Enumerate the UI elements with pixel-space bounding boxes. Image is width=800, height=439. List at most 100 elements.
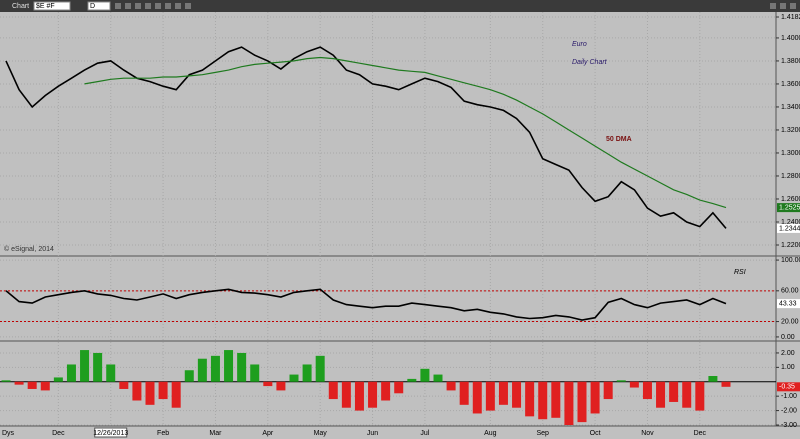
icon[interactable] — [155, 3, 161, 9]
y-tick-label: 100.00 — [781, 257, 800, 264]
histogram-bar — [171, 381, 181, 408]
histogram-bar — [27, 381, 37, 389]
histogram-bar — [250, 364, 260, 382]
y-tick-label: 0.00 — [781, 334, 795, 341]
histogram-bar — [66, 364, 76, 382]
histogram-bar — [132, 381, 142, 401]
title-bar — [0, 0, 800, 12]
histogram-bar — [603, 381, 613, 400]
interval-box[interactable] — [87, 1, 111, 11]
histogram-bar — [106, 364, 116, 382]
histogram-bar — [368, 381, 378, 408]
histogram-bar — [184, 370, 194, 382]
interval[interactable]: D — [90, 3, 95, 10]
histogram-bar — [642, 381, 652, 400]
histogram-bar — [119, 381, 129, 389]
histogram-bar — [629, 381, 639, 388]
histogram-bar — [276, 381, 286, 391]
icon[interactable] — [175, 3, 181, 9]
histogram-bar — [498, 381, 508, 405]
histogram-bar — [525, 381, 535, 417]
y-tick-label: 2.00 — [781, 350, 795, 357]
y-tick-label: -1.00 — [781, 393, 797, 400]
histogram-bar — [328, 381, 338, 400]
window-button[interactable] — [770, 3, 776, 9]
annotation: 50 DMA — [606, 136, 632, 143]
x-tick-label: 12/26/2013 — [93, 430, 128, 437]
icon[interactable] — [125, 3, 131, 9]
x-tick-label: Nov — [641, 430, 654, 437]
annotation: Daily Chart — [572, 59, 608, 66]
histogram-bar — [80, 350, 90, 382]
histogram-bar — [564, 381, 574, 425]
y-tick-label: 1.3200 — [781, 127, 800, 134]
histogram-bar — [145, 381, 155, 405]
x-tick-label: Dec — [52, 430, 65, 437]
histogram-bar — [224, 350, 234, 382]
x-tick-label: Feb — [157, 430, 169, 437]
histogram-bar — [472, 381, 482, 414]
last-value-box — [777, 203, 800, 213]
histogram-bar — [708, 376, 718, 382]
histogram-bar — [590, 381, 600, 414]
histogram-bar — [682, 381, 692, 408]
histogram-bar — [53, 377, 63, 382]
last-value-label: -0.35 — [779, 384, 795, 391]
x-tick-label: Sep — [536, 430, 549, 437]
histogram-bar — [433, 374, 443, 382]
y-tick-label: 1.3800 — [781, 58, 800, 65]
y-tick-label: -2.00 — [781, 407, 797, 414]
histogram-bar — [656, 381, 666, 408]
histogram-bar — [158, 381, 168, 400]
last-value-box — [777, 223, 800, 233]
window-button[interactable] — [780, 3, 786, 9]
last-value-box — [777, 299, 800, 309]
y-tick-label: -3.00 — [781, 422, 797, 429]
histogram-bar — [446, 381, 456, 391]
histogram-bar — [341, 381, 351, 408]
histogram-bar — [237, 352, 247, 382]
series-line — [5, 288, 727, 321]
y-tick-label: 1.4182 — [781, 14, 800, 21]
icon[interactable] — [145, 3, 151, 9]
symbol[interactable]: $E #F — [36, 3, 55, 10]
icon[interactable] — [185, 3, 191, 9]
histogram-bar — [512, 381, 522, 408]
icon[interactable] — [135, 3, 141, 9]
histogram-bar — [315, 355, 325, 382]
histogram-bar — [485, 381, 495, 411]
histogram-bar — [197, 358, 207, 382]
histogram-bar — [616, 380, 626, 382]
window-button[interactable] — [790, 3, 796, 9]
y-tick-label: 20.00 — [781, 318, 799, 325]
y-tick-label: 1.2800 — [781, 173, 800, 180]
histogram-bar — [1, 380, 11, 382]
x-tick-label: Apr — [262, 430, 274, 437]
last-value-box — [777, 382, 800, 392]
histogram-bar — [93, 352, 103, 382]
y-tick-label: 1.3600 — [781, 81, 800, 88]
histogram-bar — [289, 374, 299, 382]
icon[interactable] — [115, 3, 121, 9]
series-line — [5, 46, 727, 229]
histogram-bar — [551, 381, 561, 418]
panel-title: RSI — [734, 269, 746, 276]
icon[interactable] — [165, 3, 171, 9]
histogram-bar — [210, 355, 220, 382]
histogram-bar — [40, 381, 50, 391]
histogram-bar — [669, 381, 679, 402]
series-line — [84, 56, 727, 209]
x-tick-label: Jun — [367, 430, 378, 437]
y-tick-label: 1.00 — [781, 364, 795, 371]
y-tick-label: 1.2600 — [781, 196, 800, 203]
last-value-label: 1.2344 — [779, 225, 800, 232]
symbol-box[interactable] — [33, 1, 71, 11]
cursor-date-box — [94, 427, 128, 438]
annotation: Euro — [572, 41, 587, 48]
last-value-label: 43.33 — [779, 300, 797, 307]
histogram-bar — [577, 381, 587, 423]
histogram-bar — [407, 378, 417, 382]
histogram-bar — [459, 381, 469, 405]
